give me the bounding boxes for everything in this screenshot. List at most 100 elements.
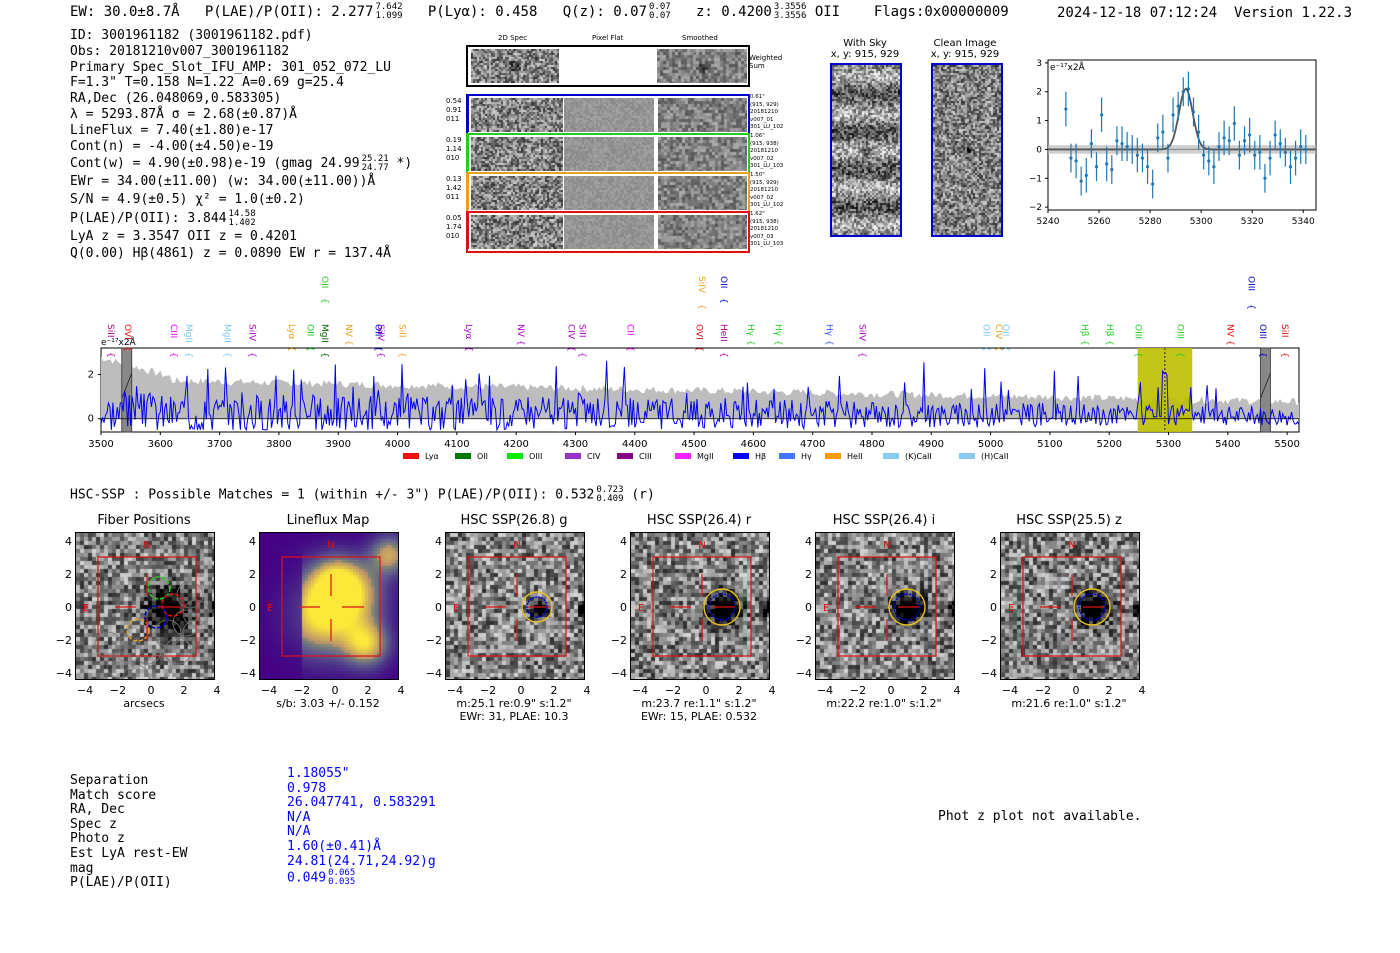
spec2d-row	[466, 172, 750, 214]
hsc-xtick: −2	[479, 684, 497, 697]
legend-label: Lyα	[425, 452, 439, 461]
line-marker-label: CIII	[168, 324, 178, 338]
line-marker: SiII {	[396, 324, 406, 358]
line-marker: OVI {	[122, 324, 132, 352]
full-xtick-label: 4800	[859, 439, 884, 450]
match-value-radec: 26.047741, 0.583291	[287, 795, 436, 811]
hsc-xtick: 2	[364, 684, 372, 697]
zoom-fit-band	[1048, 145, 1316, 154]
header-timestamp: 2024-12-18 07:12:24 Version 1.22.3	[1057, 5, 1352, 21]
line-marker: MgII {	[221, 324, 231, 358]
east-label: E	[638, 603, 644, 614]
hsc-ytick: 4	[990, 535, 997, 548]
full-xtick-label: 5500	[1274, 439, 1299, 450]
match-value-plae: 0.049 0.065 0.035	[287, 868, 356, 888]
hsc-xtick: −2	[664, 684, 682, 697]
spec2d-row-bar	[466, 211, 469, 249]
line-marker: Lyα {	[286, 324, 296, 352]
spec2d-left-label: 0.91	[446, 106, 462, 114]
line-marker: NV {	[343, 324, 353, 346]
east-label: E	[1008, 603, 1014, 614]
line-marker-brace: {	[718, 298, 728, 304]
hsc-overlay: NE	[1008, 540, 1122, 657]
spec2d-weighted-2d	[471, 49, 559, 83]
line-marker-label: NV	[515, 324, 525, 338]
full-xtick-label: 5100	[1037, 439, 1062, 450]
fiber-circle	[182, 599, 210, 627]
line-marker-label: CII	[625, 324, 635, 336]
hatched-mask	[121, 347, 133, 433]
with-sky-title: With Sky	[843, 38, 887, 49]
info-sn: S/N = 4.9(±0.5) χ² = 1.0(±0.2)	[70, 192, 305, 208]
legend-swatch	[959, 453, 975, 459]
full-spectrum-line	[100, 360, 1300, 432]
header-qz-frac: 0.07 0.07	[649, 2, 671, 21]
full-xtick-label: 5400	[1215, 439, 1240, 450]
zoom-data-point	[1069, 156, 1073, 160]
aperture-circle	[888, 588, 926, 626]
hsc-ytick: 2	[620, 568, 627, 581]
hsc-panel-caption: m:22.2 re:1.0" s:1.2"	[826, 697, 942, 710]
legend-label: CIII	[639, 452, 652, 461]
full-xtick-label: 4900	[919, 439, 944, 450]
spec2d-left-label: 0.54	[446, 97, 462, 105]
line-marker-brace: {	[1257, 352, 1267, 358]
zoom-ytick-label: 2	[1036, 88, 1042, 98]
line-marker-label: OVI	[122, 324, 132, 340]
spec2d-right-label: v007_02	[750, 155, 774, 162]
zoom-data-point	[1242, 139, 1247, 143]
legend-swatch	[779, 453, 795, 459]
spec2d-left-label: 0.19	[446, 136, 462, 144]
spec2d-col-header-2: Pixel Flat	[592, 34, 624, 42]
zoom-data-point	[1186, 87, 1190, 91]
zoom-data-point	[1176, 104, 1180, 108]
header-ew: EW: 30.0±8.7Å	[70, 4, 180, 20]
line-marker-brace: {	[319, 352, 329, 358]
zoom-data-point	[1161, 130, 1165, 134]
info-contn: Cont(n) = -4.00(±4.50)e-19	[70, 138, 274, 154]
hsc-ytick: −4	[55, 667, 72, 680]
with-sky-coords: x, y: 915, 929	[830, 49, 900, 60]
line-marker-brace: {	[463, 346, 473, 352]
hsc-ytick: 4	[249, 535, 256, 548]
fiber-circle-orange	[126, 618, 150, 642]
spec2d-right-label: 20181210	[750, 187, 778, 193]
hsc-ytick: 4	[65, 535, 72, 548]
clean-image	[931, 63, 1003, 237]
fiber-circle-blue	[144, 605, 168, 629]
legend-swatch	[455, 453, 471, 459]
hsc-ytick: 4	[435, 535, 442, 548]
line-marker-label: Lyα	[286, 324, 296, 340]
zoom-data-point	[1074, 159, 1078, 163]
north-label: N	[143, 540, 150, 551]
line-marker: OII {	[373, 324, 383, 352]
legend-label: Hβ	[755, 452, 766, 461]
spec2d-cell	[658, 215, 747, 249]
fiber-circle	[182, 619, 210, 647]
spec2d-right-label: (915, 938)	[750, 140, 779, 147]
hsc-ytick: −2	[610, 634, 627, 647]
hatched-mask	[1260, 347, 1271, 433]
fiber-circle	[164, 637, 192, 665]
spec2d-row	[466, 211, 750, 253]
spec2d-right-label: 1.50"	[750, 172, 765, 178]
north-label: N	[513, 540, 520, 551]
clean-image-canvas	[933, 65, 1001, 235]
detection-info: ID: 3001961182 (3001961182.pdf) Obs: 201…	[70, 28, 412, 262]
with-sky-image	[830, 63, 902, 237]
zoom-ytick-label: 3	[1036, 59, 1042, 69]
hsc-ytick: 0	[435, 601, 442, 614]
clean-image-title: Clean Image	[933, 38, 997, 49]
line-marker: OII {	[718, 276, 728, 304]
line-marker-label: SiII	[105, 324, 115, 338]
hsc-xtick: 0	[1072, 684, 1080, 697]
legend-label: (K)CaII	[905, 452, 932, 461]
hsc-ytick: 2	[990, 568, 997, 581]
legend-swatch	[825, 453, 841, 459]
zoom-data-point	[1151, 182, 1155, 186]
zoom-plot-area	[1047, 59, 1317, 211]
aperture-circle	[703, 588, 741, 626]
